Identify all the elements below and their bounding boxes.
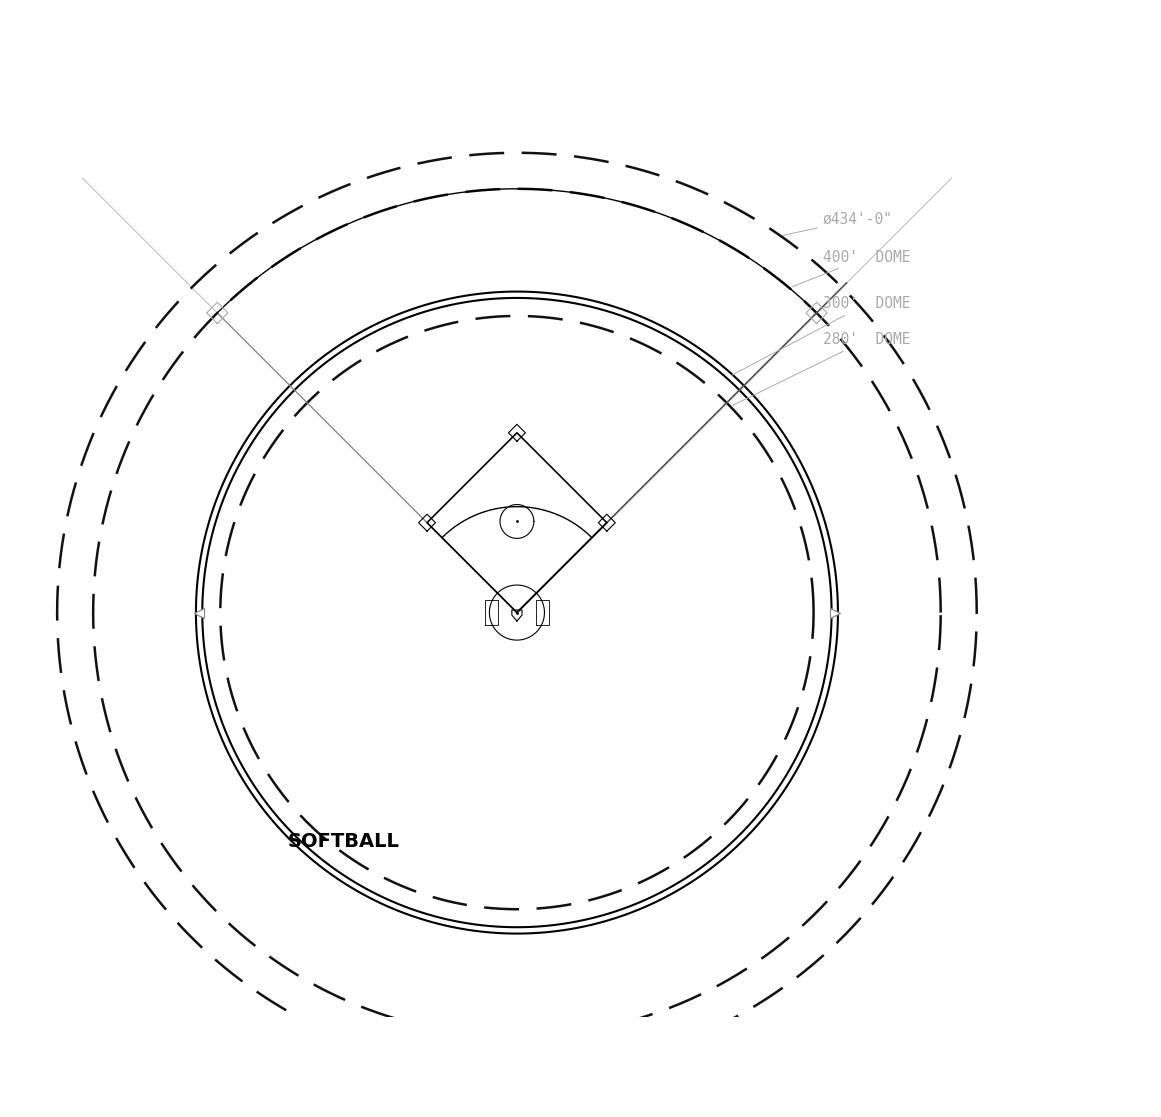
Text: ø434'-0": ø434'-0" <box>784 211 893 236</box>
Text: 280'  DOME: 280' DOME <box>733 332 910 405</box>
Text: 400'  DOME: 400' DOME <box>792 249 910 287</box>
Text: SOFTBALL: SOFTBALL <box>288 832 401 851</box>
Text: 300'  DOME: 300' DOME <box>733 296 910 375</box>
